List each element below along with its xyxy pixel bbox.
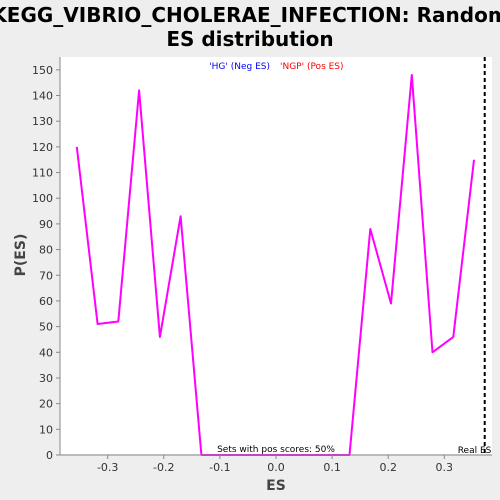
- real-es-marker: Real ES: [458, 57, 492, 456]
- y-tick-label: 110: [32, 167, 53, 180]
- y-axis-ticks: 0 10 20 30 40 50 60 70 80 90 100 110 120 130 140 150: [32, 64, 60, 462]
- y-tick-label: 20: [39, 398, 53, 411]
- x-tick-label: -0.2: [153, 461, 174, 474]
- y-tick-label: 60: [39, 295, 53, 308]
- chart-title-line1: KEGG_VIBRIO_CHOLERAE_INFECTION: Random: [0, 3, 500, 27]
- y-tick-label: 90: [39, 218, 53, 231]
- y-tick-label: 50: [39, 321, 53, 334]
- x-tick-label: 0.2: [379, 461, 397, 474]
- y-tick-label: 120: [32, 141, 53, 154]
- x-tick-label: -0.3: [97, 461, 118, 474]
- legend-item-hg: 'HG' (Neg ES): [209, 62, 270, 72]
- x-tick-label: -0.1: [209, 461, 230, 474]
- y-tick-label: 80: [39, 244, 53, 257]
- y-tick-label: 30: [39, 372, 53, 385]
- pos-scores-annotation: Sets with pos scores: 50%: [217, 445, 335, 455]
- y-tick-label: 40: [39, 346, 53, 359]
- x-axis-ticks: -0.3 -0.2 -0.1 0.0 0.1 0.2 0.3: [97, 455, 453, 474]
- plot-area: [60, 57, 492, 454]
- legend-item-ngp: 'NGP' (Pos ES): [280, 62, 344, 72]
- y-tick-label: 150: [32, 64, 53, 77]
- y-tick-label: 10: [39, 423, 53, 436]
- x-tick-label: 0.3: [436, 461, 454, 474]
- y-tick-label: 100: [32, 192, 53, 205]
- y-tick-label: 70: [39, 269, 53, 282]
- real-es-label: Real ES: [458, 446, 492, 456]
- x-axis-label: ES: [266, 478, 286, 494]
- x-tick-label: 0.0: [267, 461, 285, 474]
- y-tick-label: 130: [32, 115, 53, 128]
- chart-title-line2: ES distribution: [166, 27, 333, 51]
- x-tick-label: 0.1: [323, 461, 341, 474]
- y-axis-label: P(ES): [13, 234, 29, 277]
- legend: 'HG' (Neg ES) 'NGP' (Pos ES): [209, 62, 343, 72]
- y-tick-label: 140: [32, 90, 53, 103]
- y-tick-label: 0: [46, 449, 53, 462]
